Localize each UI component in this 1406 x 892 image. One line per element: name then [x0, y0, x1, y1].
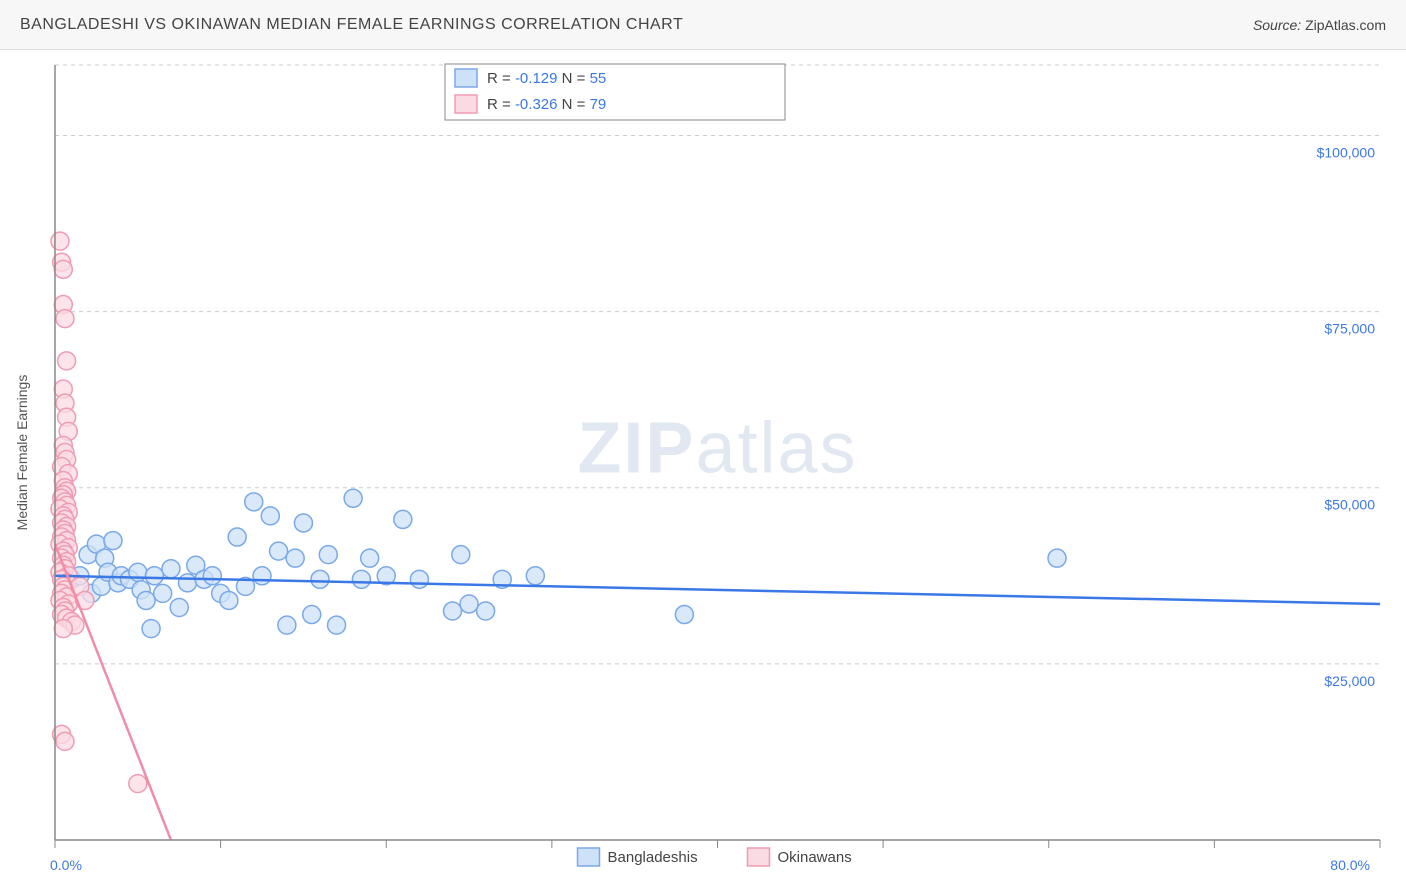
data-point — [104, 532, 122, 550]
data-point — [328, 616, 346, 634]
data-point — [344, 489, 362, 507]
stats-row: R = -0.129 N = 55 — [487, 70, 606, 87]
data-point — [303, 606, 321, 624]
data-point — [477, 602, 495, 620]
source-label: Source: — [1253, 17, 1301, 33]
y-tick-label: $100,000 — [1317, 144, 1376, 160]
data-point — [319, 546, 337, 564]
data-point — [352, 570, 370, 588]
data-point — [253, 567, 271, 585]
data-point — [145, 567, 163, 585]
chart-title: BANGLADESHI VS OKINAWAN MEDIAN FEMALE EA… — [20, 16, 683, 34]
data-point — [129, 775, 147, 793]
legend-label: Okinawans — [778, 849, 852, 866]
data-point — [54, 260, 72, 278]
stats-swatch — [455, 69, 477, 87]
data-point — [675, 606, 693, 624]
data-point — [179, 574, 197, 592]
y-tick-label: $25,000 — [1324, 673, 1375, 689]
data-point — [311, 570, 329, 588]
data-point — [444, 602, 462, 620]
chart-source: Source: ZipAtlas.com — [1253, 17, 1386, 33]
data-point — [270, 542, 288, 560]
data-point — [142, 620, 160, 638]
data-point — [56, 310, 74, 328]
data-point — [203, 567, 221, 585]
data-point — [394, 510, 412, 528]
data-point — [1048, 549, 1066, 567]
stats-swatch — [455, 95, 477, 113]
data-point — [261, 507, 279, 525]
scatter-chart: $25,000 $50,000 $75,000 $100,000 ZIPatlas 0.0… — [0, 50, 1406, 892]
data-point — [526, 567, 544, 585]
data-point — [170, 599, 188, 617]
data-point — [460, 595, 478, 613]
data-point — [410, 570, 428, 588]
data-point — [58, 352, 76, 370]
watermark: ZIPatlas — [577, 409, 857, 489]
data-point — [54, 620, 72, 638]
y-tick-label: $50,000 — [1324, 497, 1375, 513]
data-point — [286, 549, 304, 567]
source-value: ZipAtlas.com — [1305, 17, 1386, 33]
legend-label: Bangladeshis — [608, 849, 698, 866]
data-point — [220, 591, 238, 609]
legend-swatch — [748, 848, 770, 866]
data-point — [245, 493, 263, 511]
data-point — [162, 560, 180, 578]
y-tick-label: $75,000 — [1324, 321, 1375, 337]
chart-area: $25,000 $50,000 $75,000 $100,000 ZIPatlas 0.0… — [0, 50, 1406, 892]
stats-row: R = -0.326 N = 79 — [487, 96, 606, 113]
data-point — [56, 732, 74, 750]
data-point — [51, 232, 69, 250]
x-tick-label-right: 80.0% — [1330, 857, 1370, 873]
data-point — [154, 584, 172, 602]
legend-swatch — [578, 848, 600, 866]
chart-header: BANGLADESHI VS OKINAWAN MEDIAN FEMALE EA… — [0, 0, 1406, 50]
data-point — [294, 514, 312, 532]
y-axis-label: Median Female Earnings — [14, 375, 30, 531]
data-point — [361, 549, 379, 567]
data-point — [278, 616, 296, 634]
x-tick-label-left: 0.0% — [50, 857, 82, 873]
data-point — [452, 546, 470, 564]
data-point — [137, 591, 155, 609]
data-point — [228, 528, 246, 546]
